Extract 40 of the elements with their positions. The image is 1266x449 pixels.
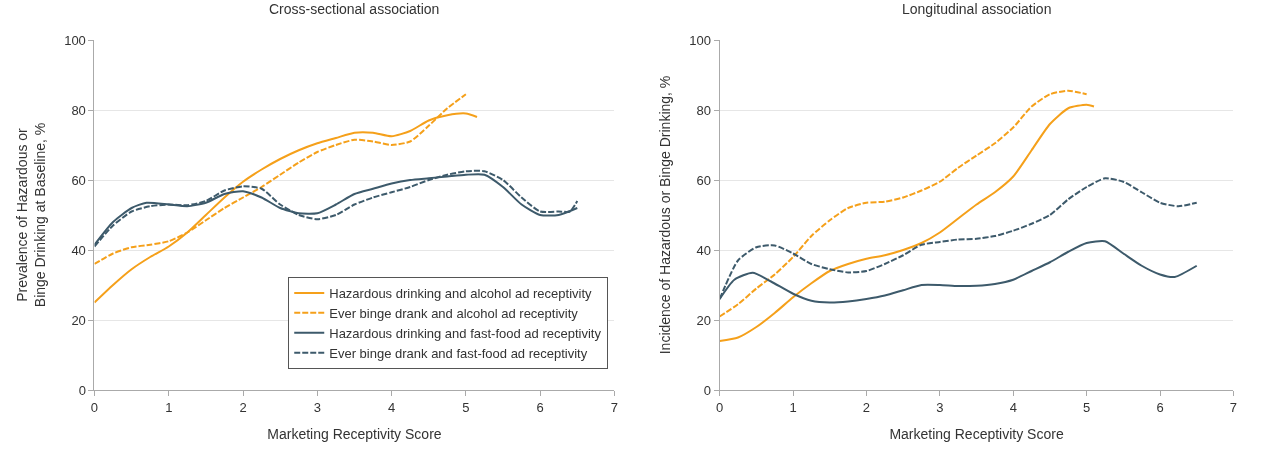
y-tick-label: 100 bbox=[64, 32, 86, 48]
y-tick-label: 80 bbox=[71, 102, 86, 118]
x-tick-label: 3 bbox=[936, 399, 944, 415]
x-tick-label: 4 bbox=[387, 399, 396, 415]
legend-label: Ever binge drank and alcohol ad receptivity bbox=[329, 305, 579, 321]
x-tick-label: 7 bbox=[1229, 399, 1238, 415]
x-tick-label: 7 bbox=[610, 399, 619, 415]
y-tick-label: 60 bbox=[71, 172, 86, 188]
x-tick-label: 2 bbox=[239, 399, 247, 415]
legend-label: Ever binge drank and fast-food ad receptivity bbox=[329, 345, 588, 361]
legend-label: Hazardous drinking and fast-food ad receptivity bbox=[329, 325, 602, 341]
y-tick-label: 40 bbox=[71, 242, 86, 258]
x-tick-label: 0 bbox=[716, 399, 724, 415]
x-axis-title: Marketing Receptivity Score bbox=[889, 425, 1064, 442]
y-tick-label: 0 bbox=[78, 382, 86, 398]
y-tick-label: 80 bbox=[696, 102, 712, 118]
x-tick-label: 1 bbox=[165, 399, 173, 415]
y-tick-label: 100 bbox=[689, 32, 712, 48]
x-tick-label: 3 bbox=[313, 399, 321, 415]
x-tick-label: 4 bbox=[1009, 399, 1017, 415]
line-series bbox=[719, 89, 1088, 318]
legend-label: Hazardous drinking and alcohol ad receptivity bbox=[329, 286, 593, 302]
y-axis-title: Incidence of Hazardous or Binge Drinking, % bbox=[656, 75, 673, 355]
x-tick-label: 5 bbox=[1083, 399, 1091, 415]
y-tick-label: 20 bbox=[696, 312, 712, 328]
x-tick-label: 1 bbox=[789, 399, 797, 415]
x-tick-label: 0 bbox=[90, 399, 99, 415]
y-tick-label: 40 bbox=[696, 242, 712, 258]
x-tick-label: 5 bbox=[462, 399, 470, 415]
chart-title: Longitudinal association bbox=[902, 1, 1052, 17]
y-tick-label: 0 bbox=[703, 382, 712, 398]
chart-title: Cross-sectional association bbox=[269, 1, 440, 17]
x-tick-label: 6 bbox=[536, 399, 544, 415]
y-axis-title: Prevalence of Hazardous or Binge Drinking at Baseline, % bbox=[13, 122, 48, 308]
x-tick-label: 2 bbox=[862, 399, 871, 415]
y-tick-label: 20 bbox=[71, 312, 86, 328]
line-series bbox=[719, 103, 1095, 342]
x-tick-label: 6 bbox=[1156, 399, 1164, 415]
y-tick-label: 60 bbox=[696, 172, 712, 188]
x-axis-title: Marketing Receptivity Score bbox=[267, 425, 442, 442]
